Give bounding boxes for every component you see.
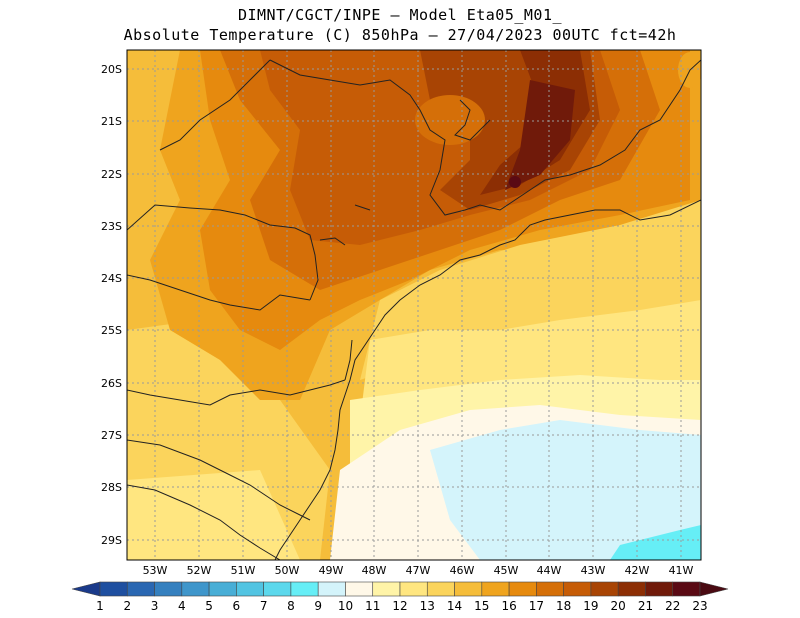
lat-label: 24S — [101, 272, 122, 285]
colorbar-swatch — [481, 581, 510, 597]
colorbar-swatch — [426, 581, 455, 597]
latitude-labels: 20S 21S 22S 23S 24S 25S 26S 27S 28S 29S — [101, 63, 122, 547]
colorbar-label: 4 — [178, 599, 186, 613]
colorbar-swatch — [617, 581, 646, 597]
lon-label: 44W — [537, 564, 562, 577]
colorbar-swatch — [399, 581, 428, 597]
colorbar-label: 19 — [583, 599, 598, 613]
colorbar: 1 2 3 4 5 6 7 8 9 10 11 12 13 14 15 16 17 18 19 20 21 22 23 — [71, 581, 729, 613]
lat-label: 29S — [101, 534, 122, 547]
colorbar-swatch — [536, 581, 564, 597]
lat-label: 25S — [101, 324, 122, 337]
colorbar-swatch — [317, 581, 346, 597]
lat-label: 21S — [101, 115, 122, 128]
lon-label: 53W — [143, 564, 168, 577]
colorbar-label: 14 — [447, 599, 462, 613]
title-line-1: DIMNT/CGCT/INPE – Model Eta05_M01_ — [237, 6, 563, 24]
colorbar-label: 10 — [338, 599, 353, 613]
lon-label: 41W — [669, 564, 694, 577]
lat-label: 26S — [101, 377, 122, 390]
colorbar-label: 21 — [638, 599, 653, 613]
colorbar-swatch — [181, 581, 210, 597]
colorbar-swatch — [236, 581, 264, 597]
colorbar-label: 20 — [611, 599, 626, 613]
colorbar-swatch — [99, 581, 128, 597]
colorbar-swatch — [672, 581, 701, 597]
colorbar-swatch — [454, 581, 483, 597]
colorbar-swatch — [372, 581, 401, 597]
lat-label: 23S — [101, 220, 122, 233]
title-line-2: Absolute Temperature (C) 850hPa – 27/04/… — [123, 26, 677, 44]
colorbar-label: 8 — [287, 599, 295, 613]
lon-label: 49W — [319, 564, 344, 577]
colorbar-label: 16 — [501, 599, 516, 613]
lat-label: 27S — [101, 429, 122, 442]
colorbar-swatch — [208, 581, 237, 597]
colorbar-label: 11 — [365, 599, 380, 613]
colorbar-label: 9 — [314, 599, 322, 613]
colorbar-label: 13 — [420, 599, 435, 613]
colorbar-swatch — [508, 581, 537, 597]
colorbar-label: 22 — [665, 599, 680, 613]
temperature-field — [127, 50, 701, 560]
lon-label: 47W — [406, 564, 431, 577]
lat-label: 20S — [101, 63, 122, 76]
political-borders — [127, 59, 701, 560]
colorbar-swatch — [590, 581, 619, 597]
longitude-labels: 53W 52W 51W 50W 49W 48W 47W 46W 45W 44W … — [143, 564, 694, 577]
colorbar-low-arrow — [71, 581, 101, 597]
colorbar-label: 2 — [123, 599, 131, 613]
lon-label: 51W — [231, 564, 256, 577]
colorbar-label: 17 — [529, 599, 544, 613]
colorbar-label: 7 — [260, 599, 268, 613]
lat-label: 22S — [101, 168, 122, 181]
lon-label: 52W — [187, 564, 212, 577]
lon-label: 45W — [494, 564, 519, 577]
lon-label: 46W — [450, 564, 475, 577]
colorbar-swatch — [263, 581, 292, 597]
colorbar-swatch — [154, 581, 183, 597]
colorbar-swatch — [126, 581, 155, 597]
colorbar-label: 3 — [151, 599, 159, 613]
lat-label: 28S — [101, 481, 122, 494]
colorbar-label: 15 — [474, 599, 489, 613]
colorbar-label: 6 — [233, 599, 241, 613]
colorbar-swatch — [563, 581, 592, 597]
colorbar-swatch — [345, 581, 374, 597]
colorbar-swatch — [290, 581, 319, 597]
colorbar-label: 1 — [96, 599, 104, 613]
colorbar-swatch — [645, 581, 674, 597]
lon-label: 50W — [275, 564, 300, 577]
lon-label: 42W — [625, 564, 650, 577]
colorbar-high-arrow — [699, 581, 729, 597]
colorbar-label: 5 — [205, 599, 213, 613]
grid-lines — [127, 50, 701, 560]
lon-label: 48W — [362, 564, 387, 577]
lon-label: 43W — [581, 564, 606, 577]
colorbar-label: 23 — [692, 599, 707, 613]
colorbar-label: 18 — [556, 599, 571, 613]
colorbar-label: 12 — [392, 599, 407, 613]
